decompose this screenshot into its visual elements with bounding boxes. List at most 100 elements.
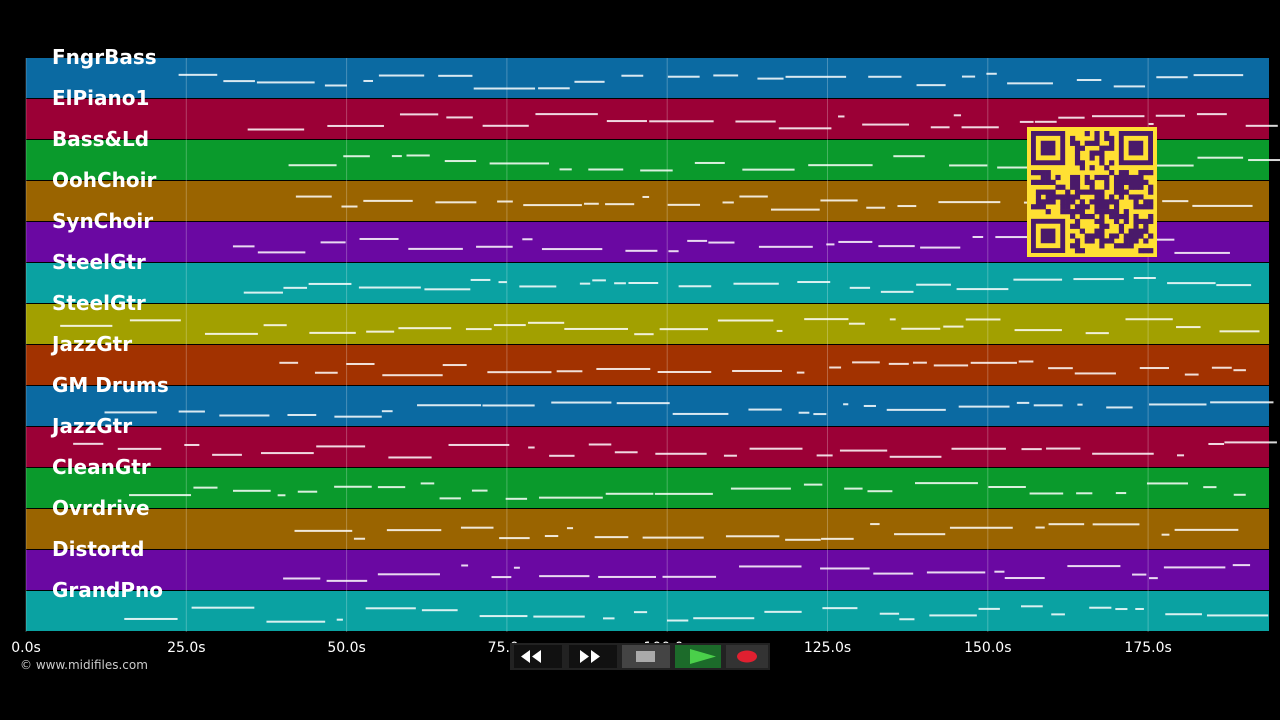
note [232,245,255,248]
note [1007,82,1053,85]
note [399,113,439,116]
note [1219,330,1260,333]
qr-cell [1109,170,1115,176]
qr-cell [1104,131,1110,137]
qr-cell [1094,131,1100,137]
qr-cell [1045,189,1051,195]
note [505,497,528,500]
track-row [26,345,1269,385]
qr-cell [1099,243,1105,249]
qr-cell [1094,209,1100,215]
qr-cell [1118,213,1125,220]
note [584,202,599,205]
note [288,164,337,167]
tick-label: 50.0s [327,640,365,656]
note [1232,564,1251,567]
note [417,404,482,407]
tick-label: 0.0s [11,640,41,656]
tick-label: 150.0s [964,640,1011,656]
note [471,489,488,492]
qr-cell [1104,184,1110,190]
qr-cell [1133,179,1139,185]
qr-cell [1133,184,1139,190]
note [382,374,443,377]
note [1092,523,1140,526]
qr-cell [1070,135,1076,142]
qr-cell [1084,213,1090,220]
stop-button[interactable] [622,645,670,668]
note [822,607,858,610]
qr-cell [1123,209,1129,215]
record-button[interactable] [726,645,768,668]
note [377,486,406,489]
qr-cell [1099,238,1105,244]
track-labels: FngrBass ElPiano1 Bass&Ld OohChoir SynChoir S… [50,45,169,602]
note [889,318,896,321]
note [491,576,512,579]
note [283,286,308,289]
qr-cell [1099,228,1105,234]
qr-cell [1104,238,1110,244]
qr-cell [1109,140,1115,146]
note [378,74,425,77]
qr-cell [1094,233,1100,239]
note [659,328,708,331]
note [739,565,802,568]
qr-cell [1084,140,1090,146]
forward-button[interactable] [569,645,617,668]
play-button[interactable] [675,645,721,668]
note [243,291,283,294]
note [359,237,399,240]
qr-cell [1074,174,1081,181]
note [776,329,783,332]
qr-cell [1118,170,1125,176]
note [621,74,644,77]
qr-cell [1045,179,1051,185]
note [901,327,941,330]
note [978,607,1000,610]
note [256,81,315,84]
note [873,572,914,575]
rewind-button[interactable] [514,645,562,668]
note [878,245,915,248]
qr-cell [1079,165,1085,171]
qr-cell [1040,179,1046,185]
qr-cell [1035,170,1042,176]
qr-cell [1118,243,1125,249]
qr-cell [1094,228,1100,234]
note [588,168,624,171]
note [460,526,494,529]
note [1197,156,1244,159]
track-name: SteelGtr [52,291,146,315]
note [1046,447,1081,450]
track-row [26,427,1269,467]
note [886,408,946,411]
qr-cell [1143,238,1149,244]
note [826,243,835,246]
note [894,533,946,536]
note [1193,74,1244,77]
qr-cell [1109,233,1115,239]
qr-cell [1128,243,1134,249]
qr-cell [1065,189,1071,195]
tick-label: 25.0s [167,640,205,656]
note [1004,577,1045,580]
note [899,618,915,621]
qr-cell [1040,189,1046,195]
qr-cell [1074,155,1081,161]
qr-cell [1109,199,1115,205]
qr-cell [1094,140,1100,146]
qr-cell [1138,194,1144,200]
qr-cell [1148,170,1154,176]
qr-cell [1104,145,1110,151]
note [1203,486,1217,489]
qr-cell [1094,150,1100,156]
qr-cell [1113,174,1120,181]
note [193,486,218,489]
note [1106,406,1133,409]
tick-label: 125.0s [804,640,851,656]
note [785,538,821,541]
qr-cell [1084,174,1090,181]
note [867,490,893,493]
note [1092,115,1145,118]
